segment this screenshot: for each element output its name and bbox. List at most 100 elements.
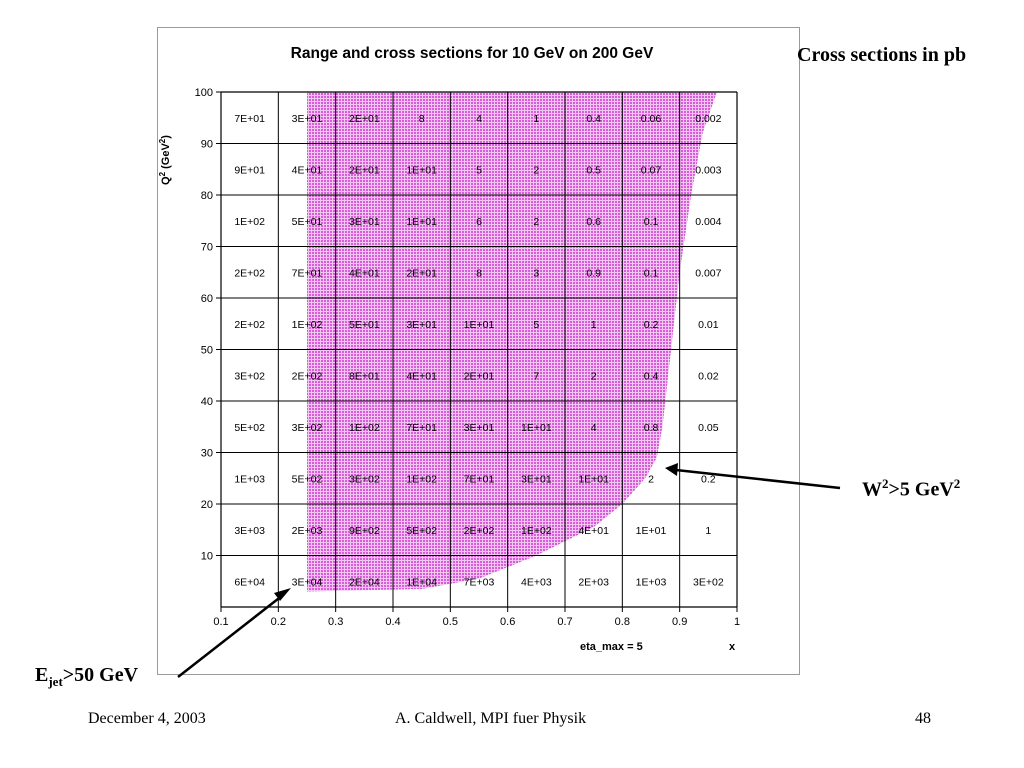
cell-value: 2E+02 bbox=[234, 267, 265, 279]
cell-value: 2 bbox=[648, 473, 654, 485]
cell-value: 3E+02 bbox=[292, 422, 323, 434]
cell-value: 2 bbox=[533, 164, 539, 176]
y-tick-label: 70 bbox=[201, 242, 213, 254]
cell-value: 5E+02 bbox=[292, 473, 323, 485]
ejet-main: E bbox=[35, 664, 49, 686]
cell-value: 2E+01 bbox=[464, 370, 495, 382]
x-axis-label: x bbox=[729, 641, 736, 653]
cell-value: 1E+01 bbox=[406, 164, 437, 176]
cell-value: 2E+03 bbox=[578, 576, 609, 588]
x-tick-label: 0.2 bbox=[271, 616, 286, 628]
cell-value: 2E+03 bbox=[292, 525, 323, 537]
cell-value: 2 bbox=[591, 370, 597, 382]
cell-value: 1E+02 bbox=[349, 422, 380, 434]
x-tick-label: 0.4 bbox=[385, 616, 400, 628]
cell-value: 1E+02 bbox=[406, 473, 437, 485]
x-tick-label: 0.5 bbox=[443, 616, 458, 628]
cell-value: 3E+01 bbox=[521, 473, 552, 485]
cell-value: 8 bbox=[419, 113, 425, 125]
cell-value: 1E+02 bbox=[292, 319, 323, 331]
footer-author: A. Caldwell, MPI fuer Physik bbox=[395, 710, 587, 727]
cell-value: 1E+01 bbox=[521, 422, 552, 434]
w2-cut-label: W2>5 GeV2 bbox=[862, 476, 960, 502]
x-tick-label: 0.8 bbox=[615, 616, 630, 628]
cell-value: 0.01 bbox=[698, 319, 719, 331]
y-tick-label: 10 bbox=[201, 551, 213, 563]
chart-title: Range and cross sections for 10 GeV on 2… bbox=[291, 45, 654, 62]
cell-value: 7E+01 bbox=[406, 422, 437, 434]
cell-value: 5E+02 bbox=[406, 525, 437, 537]
w2-mid: >5 GeV bbox=[888, 478, 954, 501]
cell-value: 0.2 bbox=[644, 319, 659, 331]
cell-value: 9E+02 bbox=[349, 525, 380, 537]
accessible-region bbox=[307, 92, 717, 592]
cell-value: 1E+04 bbox=[406, 576, 437, 588]
cell-value: 2E+01 bbox=[349, 113, 380, 125]
cell-value: 2E+02 bbox=[464, 525, 495, 537]
y-tick-label: 20 bbox=[201, 499, 213, 511]
ejet-sub: jet bbox=[48, 674, 63, 689]
w2-sup-2: 2 bbox=[953, 476, 961, 491]
x-tick-label: 0.9 bbox=[672, 616, 687, 628]
cell-value: 7E+03 bbox=[464, 576, 495, 588]
cell-value: 2E+02 bbox=[234, 319, 265, 331]
footer-page-number: 48 bbox=[915, 710, 931, 727]
cell-value: 5E+01 bbox=[292, 216, 323, 228]
cell-value: 0.9 bbox=[586, 267, 601, 279]
y-tick-label: 40 bbox=[201, 396, 213, 408]
cell-value: 3E+03 bbox=[234, 525, 265, 537]
cell-value: 0.003 bbox=[695, 164, 721, 176]
cell-value: 9E+01 bbox=[234, 164, 265, 176]
cell-value: 3E+04 bbox=[292, 576, 323, 588]
w2-main: W bbox=[862, 478, 882, 501]
cell-value: 7E+01 bbox=[292, 267, 323, 279]
cell-value: 4E+01 bbox=[349, 267, 380, 279]
cell-value: 8E+01 bbox=[349, 370, 380, 382]
cell-value: 3 bbox=[533, 267, 539, 279]
cell-value: 6E+04 bbox=[234, 576, 265, 588]
cell-value: 0.1 bbox=[644, 216, 659, 228]
cell-value: 0.02 bbox=[698, 370, 719, 382]
cell-value: 0.4 bbox=[644, 370, 659, 382]
cell-value: 0.06 bbox=[641, 113, 662, 125]
cell-value: 3E+01 bbox=[349, 216, 380, 228]
x-tick-label: 0.3 bbox=[328, 616, 343, 628]
cell-value: 1E+03 bbox=[636, 576, 667, 588]
w2-arrowhead bbox=[665, 463, 678, 476]
cell-value: 0.007 bbox=[695, 267, 721, 279]
cell-value: 2E+04 bbox=[349, 576, 380, 588]
cell-value: 0.002 bbox=[695, 113, 721, 125]
cell-value: 3E+02 bbox=[349, 473, 380, 485]
cell-value: 3E+02 bbox=[693, 576, 724, 588]
cell-value: 5E+02 bbox=[234, 422, 265, 434]
cell-value: 0.6 bbox=[586, 216, 601, 228]
cell-value: 2E+02 bbox=[292, 370, 323, 382]
cell-value: 3E+01 bbox=[406, 319, 437, 331]
cell-value: 0.4 bbox=[586, 113, 601, 125]
y-tick-label: 80 bbox=[201, 190, 213, 202]
cell-value: 1E+01 bbox=[406, 216, 437, 228]
x-tick-label: 0.6 bbox=[500, 616, 515, 628]
cell-value: 4E+01 bbox=[406, 370, 437, 382]
cell-value: 0.05 bbox=[698, 422, 719, 434]
cross-sections-label: Cross sections in pb bbox=[797, 44, 967, 66]
y-tick-label: 100 bbox=[195, 87, 213, 99]
cell-value: 4E+01 bbox=[292, 164, 323, 176]
cell-value: 3E+02 bbox=[234, 370, 265, 382]
y-tick-label: 30 bbox=[201, 448, 213, 460]
ejet-cut-label: Ejet>50 GeV bbox=[35, 664, 138, 690]
cell-value: 1 bbox=[533, 113, 539, 125]
x-tick-label: 0.1 bbox=[213, 616, 228, 628]
footer-date: December 4, 2003 bbox=[88, 710, 206, 727]
x-tick-label: 0.7 bbox=[557, 616, 572, 628]
cell-value: 4E+01 bbox=[578, 525, 609, 537]
y-tick-label: 50 bbox=[201, 345, 213, 357]
cell-value: 5E+01 bbox=[349, 319, 380, 331]
cell-value: 6 bbox=[476, 216, 482, 228]
cell-value: 0.2 bbox=[701, 473, 716, 485]
cell-value: 5 bbox=[533, 319, 539, 331]
ejet-rest: >50 GeV bbox=[62, 664, 139, 686]
cell-value: 1E+01 bbox=[578, 473, 609, 485]
ejet-arrowhead bbox=[274, 588, 291, 601]
y-tick-label: 90 bbox=[201, 139, 213, 151]
